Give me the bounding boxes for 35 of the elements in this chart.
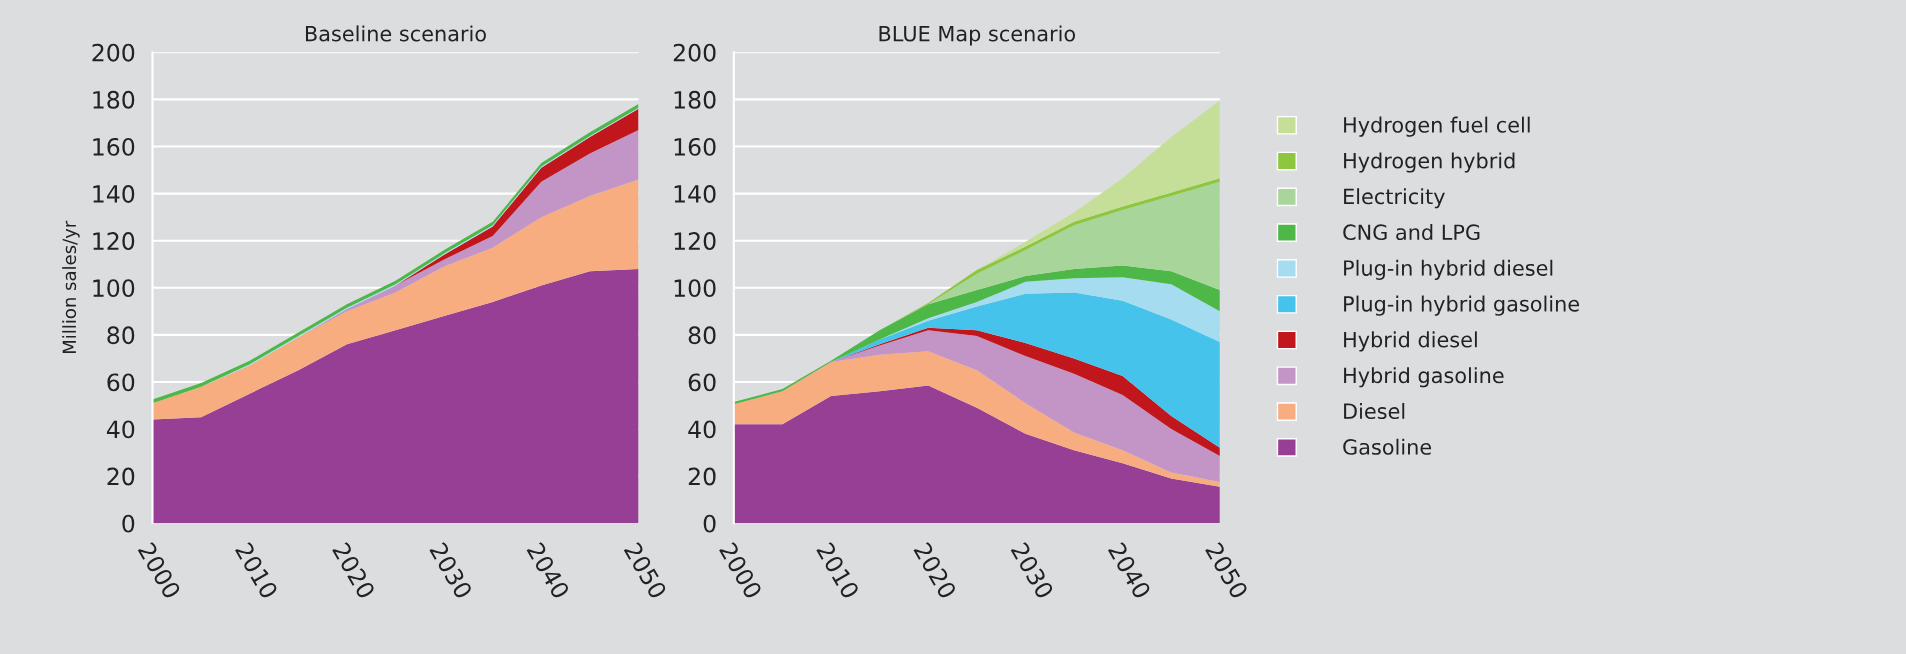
y-tick-label: 120 — [93, 232, 135, 250]
chart-title: Baseline scenario — [305, 25, 486, 42]
legend-label: Diesel — [1344, 402, 1405, 420]
y-tick-label: 40 — [106, 420, 135, 439]
legend-label: Plug-in hybrid diesel — [1344, 259, 1553, 280]
y-tick-label: 120 — [674, 232, 716, 250]
y-tick-label: 20 — [688, 467, 716, 486]
y-tick-label: 60 — [107, 373, 135, 392]
legend-label: Hybrid diesel — [1344, 331, 1477, 352]
y-tick-label: 160 — [674, 137, 716, 156]
y-axis-title: Million sales/yr — [62, 220, 80, 354]
y-tick-label: 140 — [674, 185, 716, 203]
y-tick-label: 80 — [107, 326, 135, 345]
y-tick-label: 140 — [93, 185, 135, 203]
chart-title: BLUE Map scenario — [879, 25, 1076, 46]
legend-label: CNG and LPG — [1343, 223, 1480, 241]
y-tick-label: 100 — [93, 279, 135, 298]
y-tick-label: 180 — [674, 90, 716, 109]
y-tick-label: 200 — [92, 43, 135, 62]
legend-label: Plug-in hybrid gasoline — [1344, 295, 1579, 316]
legend-label: Electricity — [1344, 188, 1445, 209]
y-tick-label: 160 — [93, 137, 135, 156]
legend-label: Hydrogen hybrid — [1344, 152, 1515, 173]
y-tick-label: 20 — [107, 467, 135, 486]
y-tick-label: 80 — [688, 326, 716, 345]
y-tick-label: 0 — [122, 514, 135, 533]
y-tick-label: 40 — [688, 420, 716, 439]
y-tick-label: 200 — [673, 43, 716, 62]
y-tick-label: 0 — [703, 514, 716, 533]
legend-label: Hydrogen fuel cell — [1344, 116, 1530, 137]
y-tick-label: 180 — [93, 90, 135, 109]
y-tick-label: 100 — [674, 279, 716, 298]
legend-label: Gasoline — [1343, 438, 1432, 455]
y-tick-label: 60 — [688, 373, 716, 392]
legend-label: Hybrid gasoline — [1344, 367, 1504, 388]
